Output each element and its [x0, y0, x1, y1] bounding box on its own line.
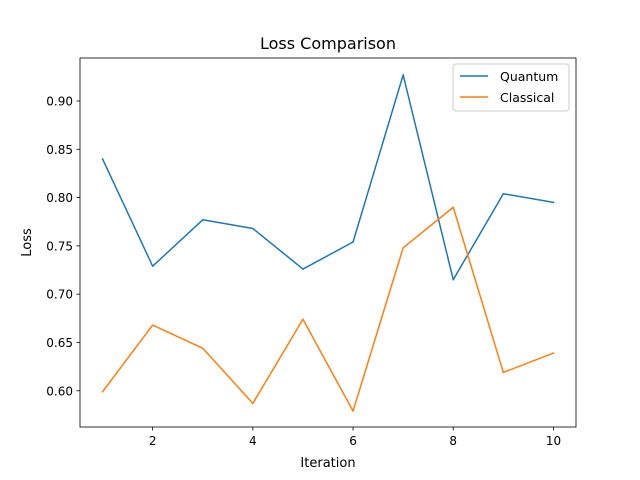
- data-point-classical: [452, 206, 455, 208]
- y-tick-label: 0.65: [46, 336, 73, 350]
- y-tick-label: 0.80: [46, 191, 73, 205]
- data-point-classical: [101, 390, 104, 393]
- data-point-quantum: [201, 219, 204, 221]
- data-point-quantum: [252, 227, 254, 230]
- data-point-classical: [201, 347, 204, 350]
- y-axis-label: Loss: [20, 228, 35, 257]
- legend-label-classical: Classical: [500, 90, 554, 105]
- x-axis: 2 4 6 8 10: [149, 427, 561, 448]
- data-point-classical: [302, 318, 304, 321]
- data-point-quantum: [101, 158, 104, 160]
- data-point-quantum: [151, 265, 154, 267]
- x-axis-label: Iteration: [300, 456, 355, 471]
- data-point-quantum: [502, 192, 505, 195]
- y-tick-label: 0.60: [46, 384, 73, 398]
- y-tick-label: 0.70: [46, 288, 73, 302]
- data-point-classical: [402, 247, 404, 249]
- series-layer: [101, 74, 555, 412]
- legend: Quantum Classical: [452, 63, 570, 112]
- x-tick-label: 2: [149, 434, 157, 448]
- series-line-quantum: [101, 74, 555, 281]
- y-axis: 0.60 0.65 0.70 0.75 0.80 0.85 0.90: [46, 94, 80, 398]
- data-point-quantum: [302, 268, 304, 270]
- x-tick-label: 6: [349, 434, 357, 448]
- x-tick-label: 4: [249, 434, 257, 448]
- axes-frame: [79, 57, 577, 428]
- plot-background: [80, 58, 576, 427]
- data-point-classical: [151, 324, 154, 326]
- data-point-quantum: [402, 74, 404, 76]
- data-point-classical: [352, 410, 354, 412]
- data-point-classical: [252, 402, 254, 405]
- chart-title: Loss Comparison: [260, 34, 396, 53]
- data-point-classical: [502, 371, 505, 374]
- data-point-quantum: [352, 241, 354, 243]
- plot-area: [79, 57, 577, 428]
- data-point-quantum: [552, 201, 555, 204]
- data-point-quantum: [452, 278, 455, 281]
- y-tick-label: 0.90: [46, 94, 73, 108]
- y-tick-label: 0.85: [46, 143, 73, 157]
- data-point-classical: [552, 352, 555, 354]
- legend-label-quantum: Quantum: [500, 69, 558, 84]
- series-line-classical: [101, 206, 555, 412]
- x-tick-label: 8: [449, 434, 457, 448]
- x-tick-label: 10: [546, 434, 561, 448]
- y-tick-label: 0.75: [46, 239, 73, 253]
